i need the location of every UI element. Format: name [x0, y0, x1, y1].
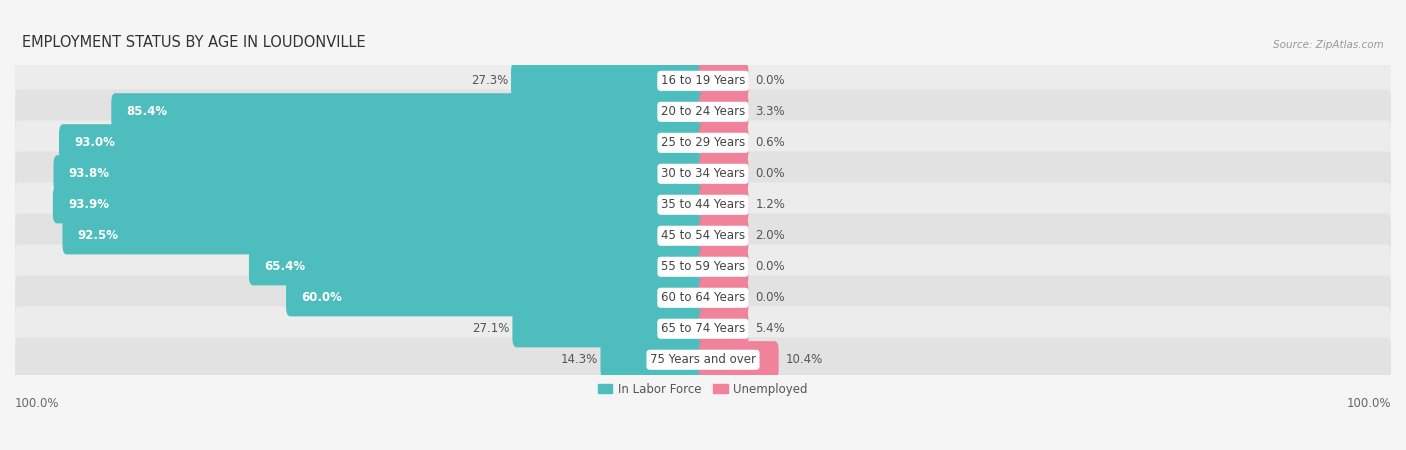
Text: 0.6%: 0.6% — [755, 136, 785, 149]
Text: 45 to 54 Years: 45 to 54 Years — [661, 230, 745, 242]
FancyBboxPatch shape — [15, 121, 1391, 165]
Text: 55 to 59 Years: 55 to 59 Years — [661, 260, 745, 273]
FancyBboxPatch shape — [15, 244, 1391, 289]
Text: 75 Years and over: 75 Years and over — [650, 353, 756, 366]
FancyBboxPatch shape — [15, 90, 1391, 134]
Text: 93.0%: 93.0% — [75, 136, 115, 149]
Text: Source: ZipAtlas.com: Source: ZipAtlas.com — [1274, 40, 1384, 50]
Text: 10.4%: 10.4% — [786, 353, 823, 366]
FancyBboxPatch shape — [111, 93, 707, 130]
Text: 1.2%: 1.2% — [755, 198, 785, 211]
Text: 3.3%: 3.3% — [755, 105, 785, 118]
Text: 92.5%: 92.5% — [77, 230, 118, 242]
FancyBboxPatch shape — [699, 248, 748, 285]
FancyBboxPatch shape — [59, 124, 707, 162]
Text: EMPLOYMENT STATUS BY AGE IN LOUDONVILLE: EMPLOYMENT STATUS BY AGE IN LOUDONVILLE — [22, 35, 366, 50]
Text: 60.0%: 60.0% — [301, 291, 342, 304]
Legend: In Labor Force, Unemployed: In Labor Force, Unemployed — [593, 378, 813, 400]
Text: 0.0%: 0.0% — [755, 74, 785, 87]
FancyBboxPatch shape — [512, 310, 707, 347]
FancyBboxPatch shape — [699, 155, 748, 193]
FancyBboxPatch shape — [15, 213, 1391, 258]
FancyBboxPatch shape — [600, 341, 707, 378]
Text: 0.0%: 0.0% — [755, 167, 785, 180]
Text: 5.4%: 5.4% — [755, 322, 785, 335]
Text: 35 to 44 Years: 35 to 44 Years — [661, 198, 745, 211]
Text: 25 to 29 Years: 25 to 29 Years — [661, 136, 745, 149]
Text: 100.0%: 100.0% — [15, 397, 59, 410]
FancyBboxPatch shape — [699, 62, 748, 99]
FancyBboxPatch shape — [15, 58, 1391, 103]
FancyBboxPatch shape — [62, 217, 707, 254]
Text: 2.0%: 2.0% — [755, 230, 785, 242]
FancyBboxPatch shape — [15, 152, 1391, 196]
Text: 65.4%: 65.4% — [264, 260, 305, 273]
FancyBboxPatch shape — [699, 124, 748, 162]
Text: 16 to 19 Years: 16 to 19 Years — [661, 74, 745, 87]
FancyBboxPatch shape — [510, 62, 707, 99]
FancyBboxPatch shape — [699, 279, 748, 316]
FancyBboxPatch shape — [285, 279, 707, 316]
FancyBboxPatch shape — [15, 275, 1391, 320]
Text: 27.3%: 27.3% — [471, 74, 509, 87]
FancyBboxPatch shape — [15, 338, 1391, 382]
FancyBboxPatch shape — [53, 186, 707, 223]
FancyBboxPatch shape — [15, 306, 1391, 351]
Text: 0.0%: 0.0% — [755, 291, 785, 304]
Text: 27.1%: 27.1% — [472, 322, 509, 335]
Text: 20 to 24 Years: 20 to 24 Years — [661, 105, 745, 118]
Text: 14.3%: 14.3% — [561, 353, 598, 366]
FancyBboxPatch shape — [15, 182, 1391, 227]
Text: 65 to 74 Years: 65 to 74 Years — [661, 322, 745, 335]
FancyBboxPatch shape — [699, 310, 748, 347]
FancyBboxPatch shape — [249, 248, 707, 285]
FancyBboxPatch shape — [699, 186, 748, 223]
Text: 60 to 64 Years: 60 to 64 Years — [661, 291, 745, 304]
FancyBboxPatch shape — [53, 155, 707, 193]
Text: 93.9%: 93.9% — [67, 198, 110, 211]
FancyBboxPatch shape — [699, 341, 779, 378]
Text: 0.0%: 0.0% — [755, 260, 785, 273]
Text: 100.0%: 100.0% — [1347, 397, 1391, 410]
FancyBboxPatch shape — [699, 217, 748, 254]
Text: 93.8%: 93.8% — [69, 167, 110, 180]
Text: 85.4%: 85.4% — [127, 105, 167, 118]
FancyBboxPatch shape — [699, 93, 748, 130]
Text: 30 to 34 Years: 30 to 34 Years — [661, 167, 745, 180]
